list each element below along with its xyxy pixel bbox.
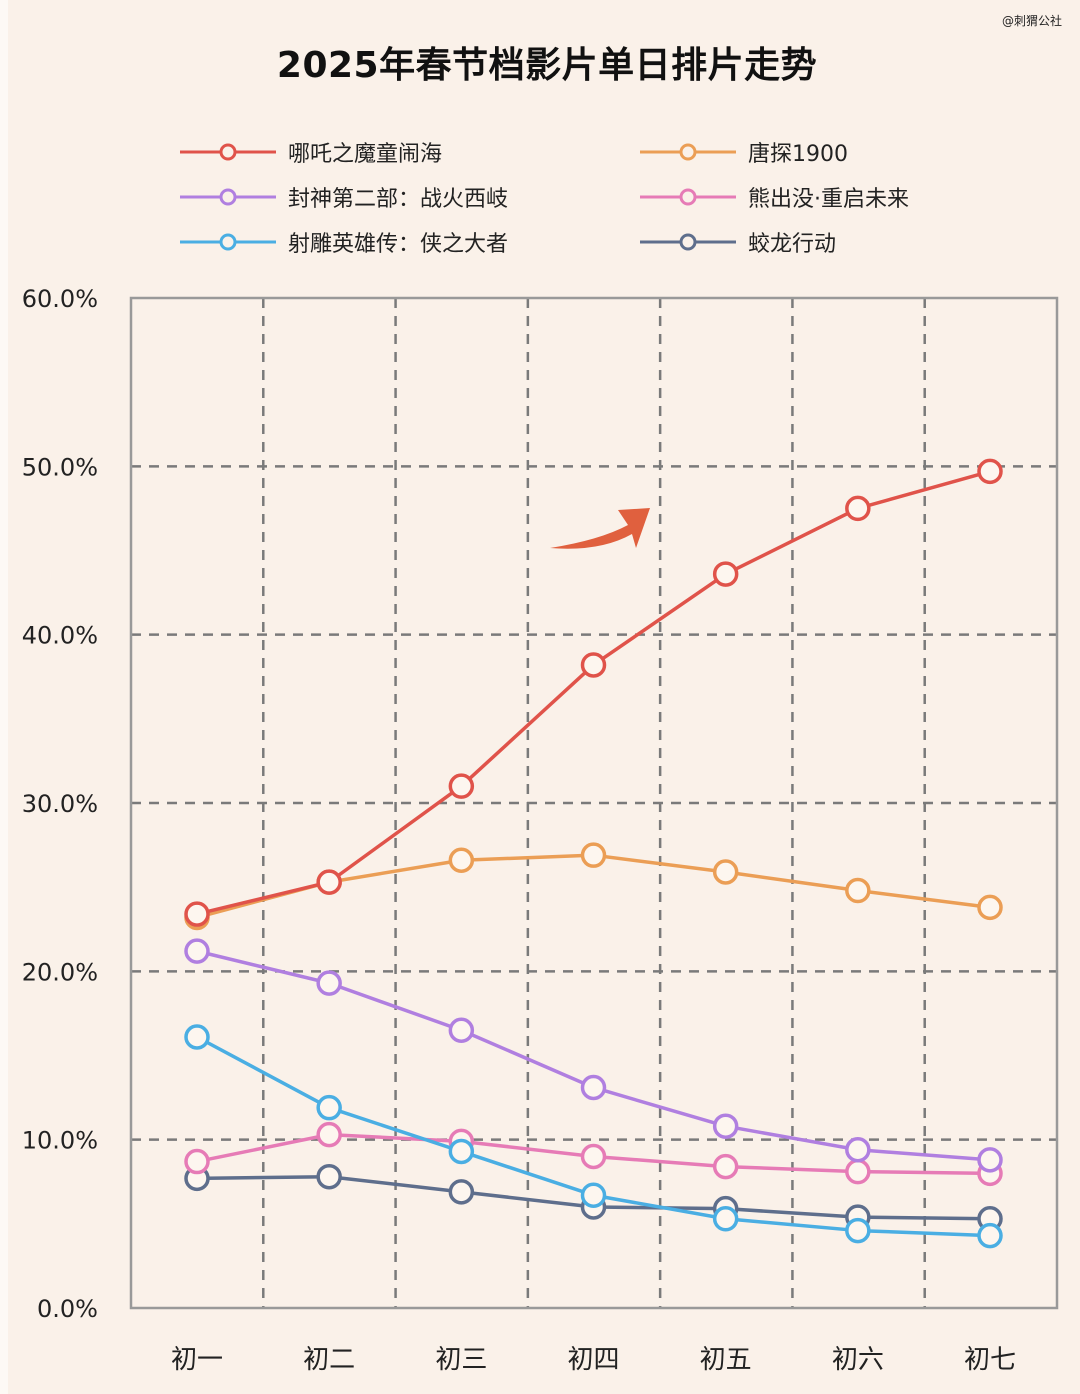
series-lines <box>184 458 1003 1249</box>
legend-marker-icon <box>640 233 736 251</box>
data-point <box>977 458 1003 485</box>
x-tick-label: 初七 <box>964 1345 1016 1375</box>
data-point <box>845 1217 871 1244</box>
legend-item: 熊出没·重启未来 <box>640 179 909 215</box>
data-point <box>580 1143 607 1170</box>
legend-item: 射雕英雄传：侠之大者 <box>180 224 508 260</box>
data-point <box>845 877 871 904</box>
data-point <box>845 1137 871 1163</box>
data-point <box>448 773 475 799</box>
data-point <box>316 1121 342 1148</box>
data-point <box>316 869 342 895</box>
legend-item: 哪吒之魔童闹海 <box>180 134 442 170</box>
legend-item: 蛟龙行动 <box>640 224 836 260</box>
legend-label: 封神第二部：战火西岐 <box>288 187 509 212</box>
data-point <box>448 847 475 873</box>
data-point <box>184 1148 210 1175</box>
legend-marker-icon <box>640 143 736 161</box>
x-tick-label: 初一 <box>171 1345 223 1375</box>
data-point <box>712 1153 739 1180</box>
data-point <box>712 1206 739 1232</box>
y-tick-label: 0.0% <box>37 1295 98 1323</box>
series-line <box>184 458 1003 927</box>
x-tick-label: 初五 <box>700 1345 752 1375</box>
legend-label: 蛟龙行动 <box>748 232 837 257</box>
gridlines <box>131 298 1057 1308</box>
data-point <box>448 1138 475 1165</box>
legend-label: 射雕英雄传：侠之大者 <box>288 232 509 257</box>
data-point <box>712 1113 739 1139</box>
y-tick-label: 20.0% <box>22 958 98 986</box>
data-point <box>448 1179 475 1205</box>
data-point <box>712 561 739 587</box>
x-tick-label: 初六 <box>832 1345 884 1375</box>
data-point <box>580 1074 607 1101</box>
legend-marker-icon <box>180 143 276 161</box>
legend-marker-icon <box>180 233 276 251</box>
y-tick-label: 30.0% <box>22 790 98 818</box>
legend-marker-icon <box>640 188 736 206</box>
data-point <box>184 938 210 964</box>
plot-frame <box>129 296 1059 1310</box>
y-tick-label: 60.0% <box>22 285 98 313</box>
x-tick-label: 初四 <box>567 1345 619 1375</box>
legend-marker-icon <box>180 188 276 206</box>
series-line <box>184 938 1003 1173</box>
data-point <box>580 652 607 678</box>
data-point <box>977 1147 1003 1173</box>
watermark: @刺猬公社 <box>1001 14 1062 28</box>
data-point <box>316 970 342 996</box>
x-tick-label: 初三 <box>435 1345 487 1375</box>
data-point <box>845 1158 871 1185</box>
trend-arrow-icon <box>550 508 650 549</box>
data-point <box>184 1024 210 1050</box>
legend-label: 熊出没·重启未来 <box>748 187 909 212</box>
data-point <box>580 842 607 868</box>
x-axis-ticks: 初一 初二 初三 初四 初五 初六 初七 <box>171 1345 1016 1375</box>
y-tick-label: 10.0% <box>22 1127 98 1155</box>
legend-item: 唐探1900 <box>640 134 848 170</box>
y-tick-label: 50.0% <box>22 453 98 481</box>
data-point <box>316 1094 342 1121</box>
legend-item: 封神第二部：战火西岐 <box>180 179 508 215</box>
data-point <box>712 859 739 885</box>
data-point <box>845 495 871 522</box>
y-tick-label: 40.0% <box>22 622 98 650</box>
chart-title: 2025年春节档影片单日排片走势 <box>276 45 818 86</box>
series-line <box>184 1024 1003 1249</box>
left-edge-strip <box>0 0 8 1394</box>
data-point <box>316 1163 342 1190</box>
data-point <box>977 894 1003 921</box>
data-point <box>580 1182 607 1208</box>
legend-label: 哪吒之魔童闹海 <box>288 142 443 167</box>
x-tick-label: 初二 <box>303 1345 355 1375</box>
data-point <box>184 901 210 927</box>
y-axis-ticks: 0.0% 10.0% 20.0% 30.0% 40.0% 50.0% 60.0% <box>22 285 98 1323</box>
data-point <box>448 1017 475 1043</box>
legend-label: 唐探1900 <box>748 142 848 167</box>
data-point <box>977 1222 1003 1249</box>
